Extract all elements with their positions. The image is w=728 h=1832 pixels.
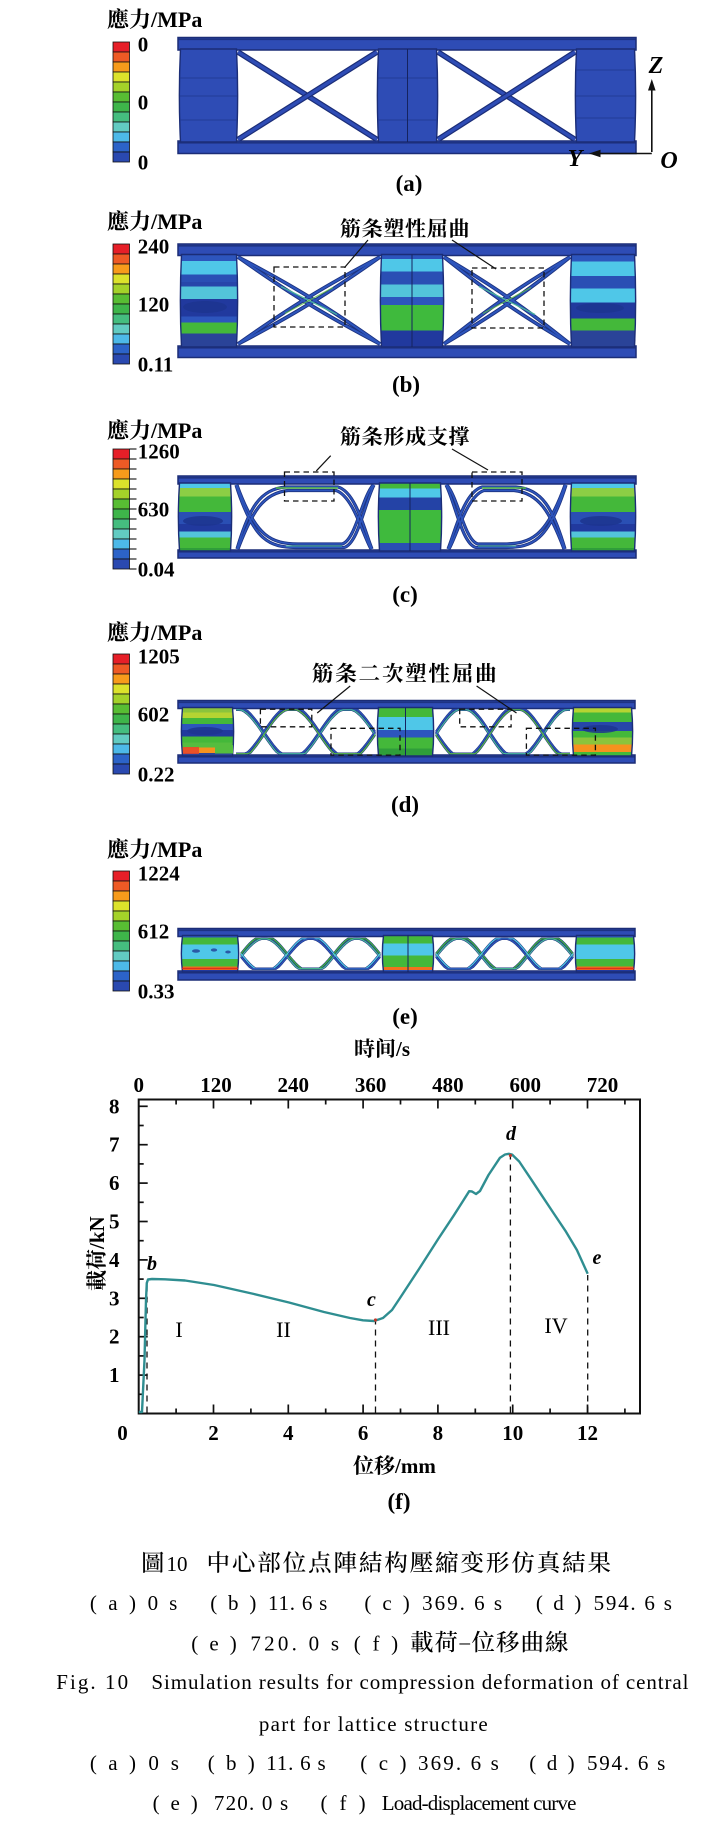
svg-text:Load-displacement curve: Load-displacement curve xyxy=(382,1791,577,1815)
svg-text:/MPa: /MPa xyxy=(150,837,202,862)
svg-text:( c ): ( c ) xyxy=(360,1751,406,1775)
svg-text:0 s: 0 s xyxy=(148,1591,178,1615)
svg-text:( f ): ( f ) xyxy=(354,1632,398,1656)
svg-text:12: 12 xyxy=(577,1421,598,1445)
svg-text:( e ): ( e ) xyxy=(153,1791,198,1815)
svg-text:0.33: 0.33 xyxy=(138,980,175,1004)
svg-text:/MPa: /MPa xyxy=(150,620,202,645)
svg-text:e: e xyxy=(593,1247,602,1269)
svg-text:369. 6 s: 369. 6 s xyxy=(418,1751,499,1775)
svg-text:2: 2 xyxy=(208,1421,219,1445)
svg-text:612: 612 xyxy=(138,920,170,944)
svg-text:( c ): ( c ) xyxy=(364,1591,409,1615)
svg-text:240: 240 xyxy=(278,1073,310,1097)
svg-text:11. 6 s: 11. 6 s xyxy=(266,1751,325,1775)
svg-text:1: 1 xyxy=(109,1363,120,1387)
svg-text:0: 0 xyxy=(138,33,149,57)
svg-text:720: 720 xyxy=(587,1073,619,1097)
svg-text:120: 120 xyxy=(200,1073,232,1097)
svg-text:part for lattice structure: part for lattice structure xyxy=(259,1712,488,1736)
svg-text:480: 480 xyxy=(432,1073,464,1097)
svg-text:/MPa: /MPa xyxy=(150,209,202,234)
svg-text:1224: 1224 xyxy=(138,862,181,886)
svg-text:594. 6 s: 594. 6 s xyxy=(594,1591,672,1615)
svg-text:594. 6 s: 594. 6 s xyxy=(587,1751,665,1775)
svg-text:2: 2 xyxy=(109,1325,120,1349)
svg-text:0.11: 0.11 xyxy=(138,353,174,377)
svg-text:(d): (d) xyxy=(391,792,419,817)
svg-text:/s: /s xyxy=(395,1037,410,1061)
svg-text:( a ): ( a ) xyxy=(90,1751,136,1775)
svg-text:1205: 1205 xyxy=(138,645,180,669)
svg-text:O: O xyxy=(660,148,677,174)
svg-text:369. 6 s: 369. 6 s xyxy=(422,1591,502,1615)
svg-text:/MPa: /MPa xyxy=(150,7,202,32)
svg-text:(c): (c) xyxy=(392,582,418,607)
svg-text:602: 602 xyxy=(138,703,170,727)
svg-text:( d ): ( d ) xyxy=(529,1751,574,1775)
svg-text:7: 7 xyxy=(109,1133,120,1157)
svg-text:Z: Z xyxy=(648,53,664,79)
svg-text:(e): (e) xyxy=(392,1004,418,1029)
svg-text:720. 0 s: 720. 0 s xyxy=(250,1632,339,1656)
svg-text:II: II xyxy=(276,1317,291,1342)
svg-text:b: b xyxy=(147,1253,157,1275)
svg-text:240: 240 xyxy=(138,235,170,259)
svg-text:720. 0 s: 720. 0 s xyxy=(214,1791,288,1815)
svg-text:0: 0 xyxy=(117,1421,128,1445)
svg-text:( f ): ( f ) xyxy=(321,1791,366,1815)
svg-text:10: 10 xyxy=(167,1552,188,1576)
svg-text:0 s: 0 s xyxy=(148,1751,179,1775)
svg-text:11. 6 s: 11. 6 s xyxy=(268,1591,327,1615)
svg-text:600: 600 xyxy=(509,1073,541,1097)
svg-text:/kN: /kN xyxy=(85,1216,109,1250)
svg-text:c: c xyxy=(367,1289,376,1311)
svg-text:1260: 1260 xyxy=(138,440,180,464)
svg-text:4: 4 xyxy=(283,1421,294,1445)
svg-text:/MPa: /MPa xyxy=(150,418,202,443)
svg-text:d: d xyxy=(506,1123,517,1145)
svg-text:0: 0 xyxy=(133,1073,144,1097)
svg-text:0: 0 xyxy=(138,151,149,175)
svg-text:360: 360 xyxy=(355,1073,387,1097)
svg-text:/mm: /mm xyxy=(394,1454,436,1478)
svg-text:IV: IV xyxy=(544,1313,567,1338)
svg-text:8: 8 xyxy=(433,1421,444,1445)
svg-text:Simulation results for compres: Simulation results for compression defor… xyxy=(151,1670,688,1694)
svg-text:Fig. 10: Fig. 10 xyxy=(56,1670,128,1694)
svg-text:120: 120 xyxy=(138,293,170,317)
svg-text:4: 4 xyxy=(109,1248,120,1272)
svg-text:5: 5 xyxy=(109,1210,120,1234)
svg-text:0.04: 0.04 xyxy=(138,558,175,582)
svg-text:( a ): ( a ) xyxy=(90,1591,136,1615)
svg-text:I: I xyxy=(175,1317,182,1342)
svg-text:(f): (f) xyxy=(388,1489,411,1514)
svg-text:( b ): ( b ) xyxy=(210,1591,256,1615)
svg-text:6: 6 xyxy=(109,1171,120,1195)
svg-text:(a): (a) xyxy=(396,171,423,196)
svg-text:0: 0 xyxy=(138,91,149,115)
svg-text:10: 10 xyxy=(502,1421,523,1445)
svg-text:0.22: 0.22 xyxy=(138,763,175,787)
svg-text:3: 3 xyxy=(109,1286,120,1310)
svg-text:–: – xyxy=(459,1630,471,1654)
svg-text:(b): (b) xyxy=(392,372,420,397)
svg-text:Y: Y xyxy=(568,146,585,172)
svg-text:630: 630 xyxy=(138,498,170,522)
svg-text:III: III xyxy=(428,1315,450,1340)
svg-text:6: 6 xyxy=(358,1421,369,1445)
svg-text:8: 8 xyxy=(109,1094,120,1118)
svg-text:( e ): ( e ) xyxy=(191,1632,237,1656)
svg-text:( d ): ( d ) xyxy=(536,1591,581,1615)
